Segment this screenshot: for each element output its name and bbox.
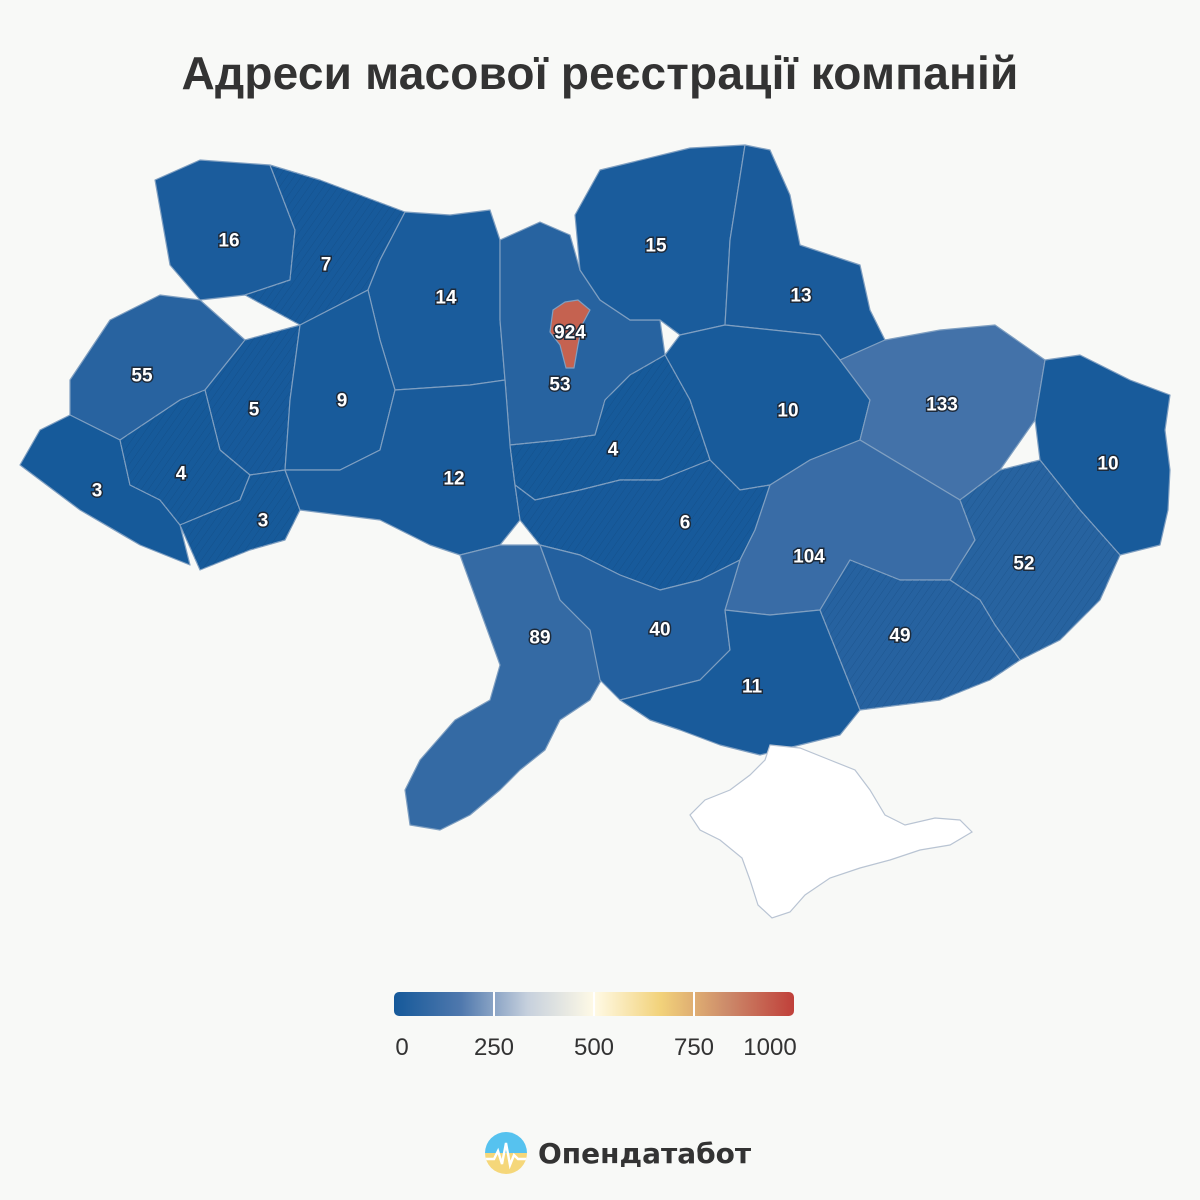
region-texture-18 [510, 355, 710, 500]
region-label-1: 16 [218, 231, 239, 252]
legend-tick-750: 750 [673, 1034, 715, 1061]
region-12 [839, 324, 1046, 501]
region-label-9: 5 [249, 400, 260, 421]
region-label-21: 52 [1013, 554, 1034, 575]
region-texture-2 [245, 165, 405, 325]
region-texture-19 [515, 460, 770, 590]
color-scale-legend [394, 992, 794, 1016]
legend-tick-1000: 1000 [743, 1034, 797, 1061]
brand-logo: Опендатабот [484, 1130, 751, 1176]
region-label-18: 4 [608, 440, 619, 461]
region-label-25: 49 [889, 626, 910, 647]
region-texture-16 [180, 470, 300, 570]
crimea-outline [689, 744, 973, 919]
region-label-22: 89 [529, 628, 550, 649]
region-texture-21 [950, 460, 1120, 660]
region-label-8: 55 [131, 366, 153, 387]
region-label-13: 10 [1097, 454, 1118, 475]
region-texture-15 [120, 390, 250, 525]
region-label-6: 15 [645, 236, 667, 257]
region-label-17: 12 [443, 469, 464, 490]
brand-name: Опендатабот [538, 1136, 752, 1170]
region-label-14: 3 [92, 481, 103, 502]
region-label-23: 40 [649, 620, 670, 641]
region-label-2: 7 [321, 255, 332, 276]
map-title: Адреси масової реєстрації компаній [181, 47, 1019, 99]
region-label-7: 13 [790, 286, 811, 307]
regions-layer [19, 144, 1171, 831]
legend-tick-500: 500 [573, 1034, 615, 1061]
region-label-12: 133 [926, 395, 958, 416]
region-label-4: 53 [549, 375, 570, 396]
region-label-24: 11 [742, 677, 763, 698]
region-label-15: 4 [176, 464, 187, 485]
region-texture-9 [205, 325, 300, 475]
region-label-5: 924 [554, 323, 586, 344]
region-texture-25 [820, 560, 1020, 710]
region-label-11: 10 [777, 401, 798, 422]
region-label-20: 104 [793, 547, 825, 568]
region-7 [724, 144, 886, 361]
opendatabot-logo-icon [485, 1132, 527, 1174]
legend-tick-0: 0 [395, 1034, 409, 1061]
region-label-19: 6 [680, 513, 691, 534]
region-label-10: 9 [337, 391, 348, 412]
region-5 [549, 299, 591, 369]
region-label-16: 3 [258, 511, 269, 532]
legend-tick-250: 250 [473, 1034, 515, 1061]
region-label-3: 14 [435, 288, 457, 309]
